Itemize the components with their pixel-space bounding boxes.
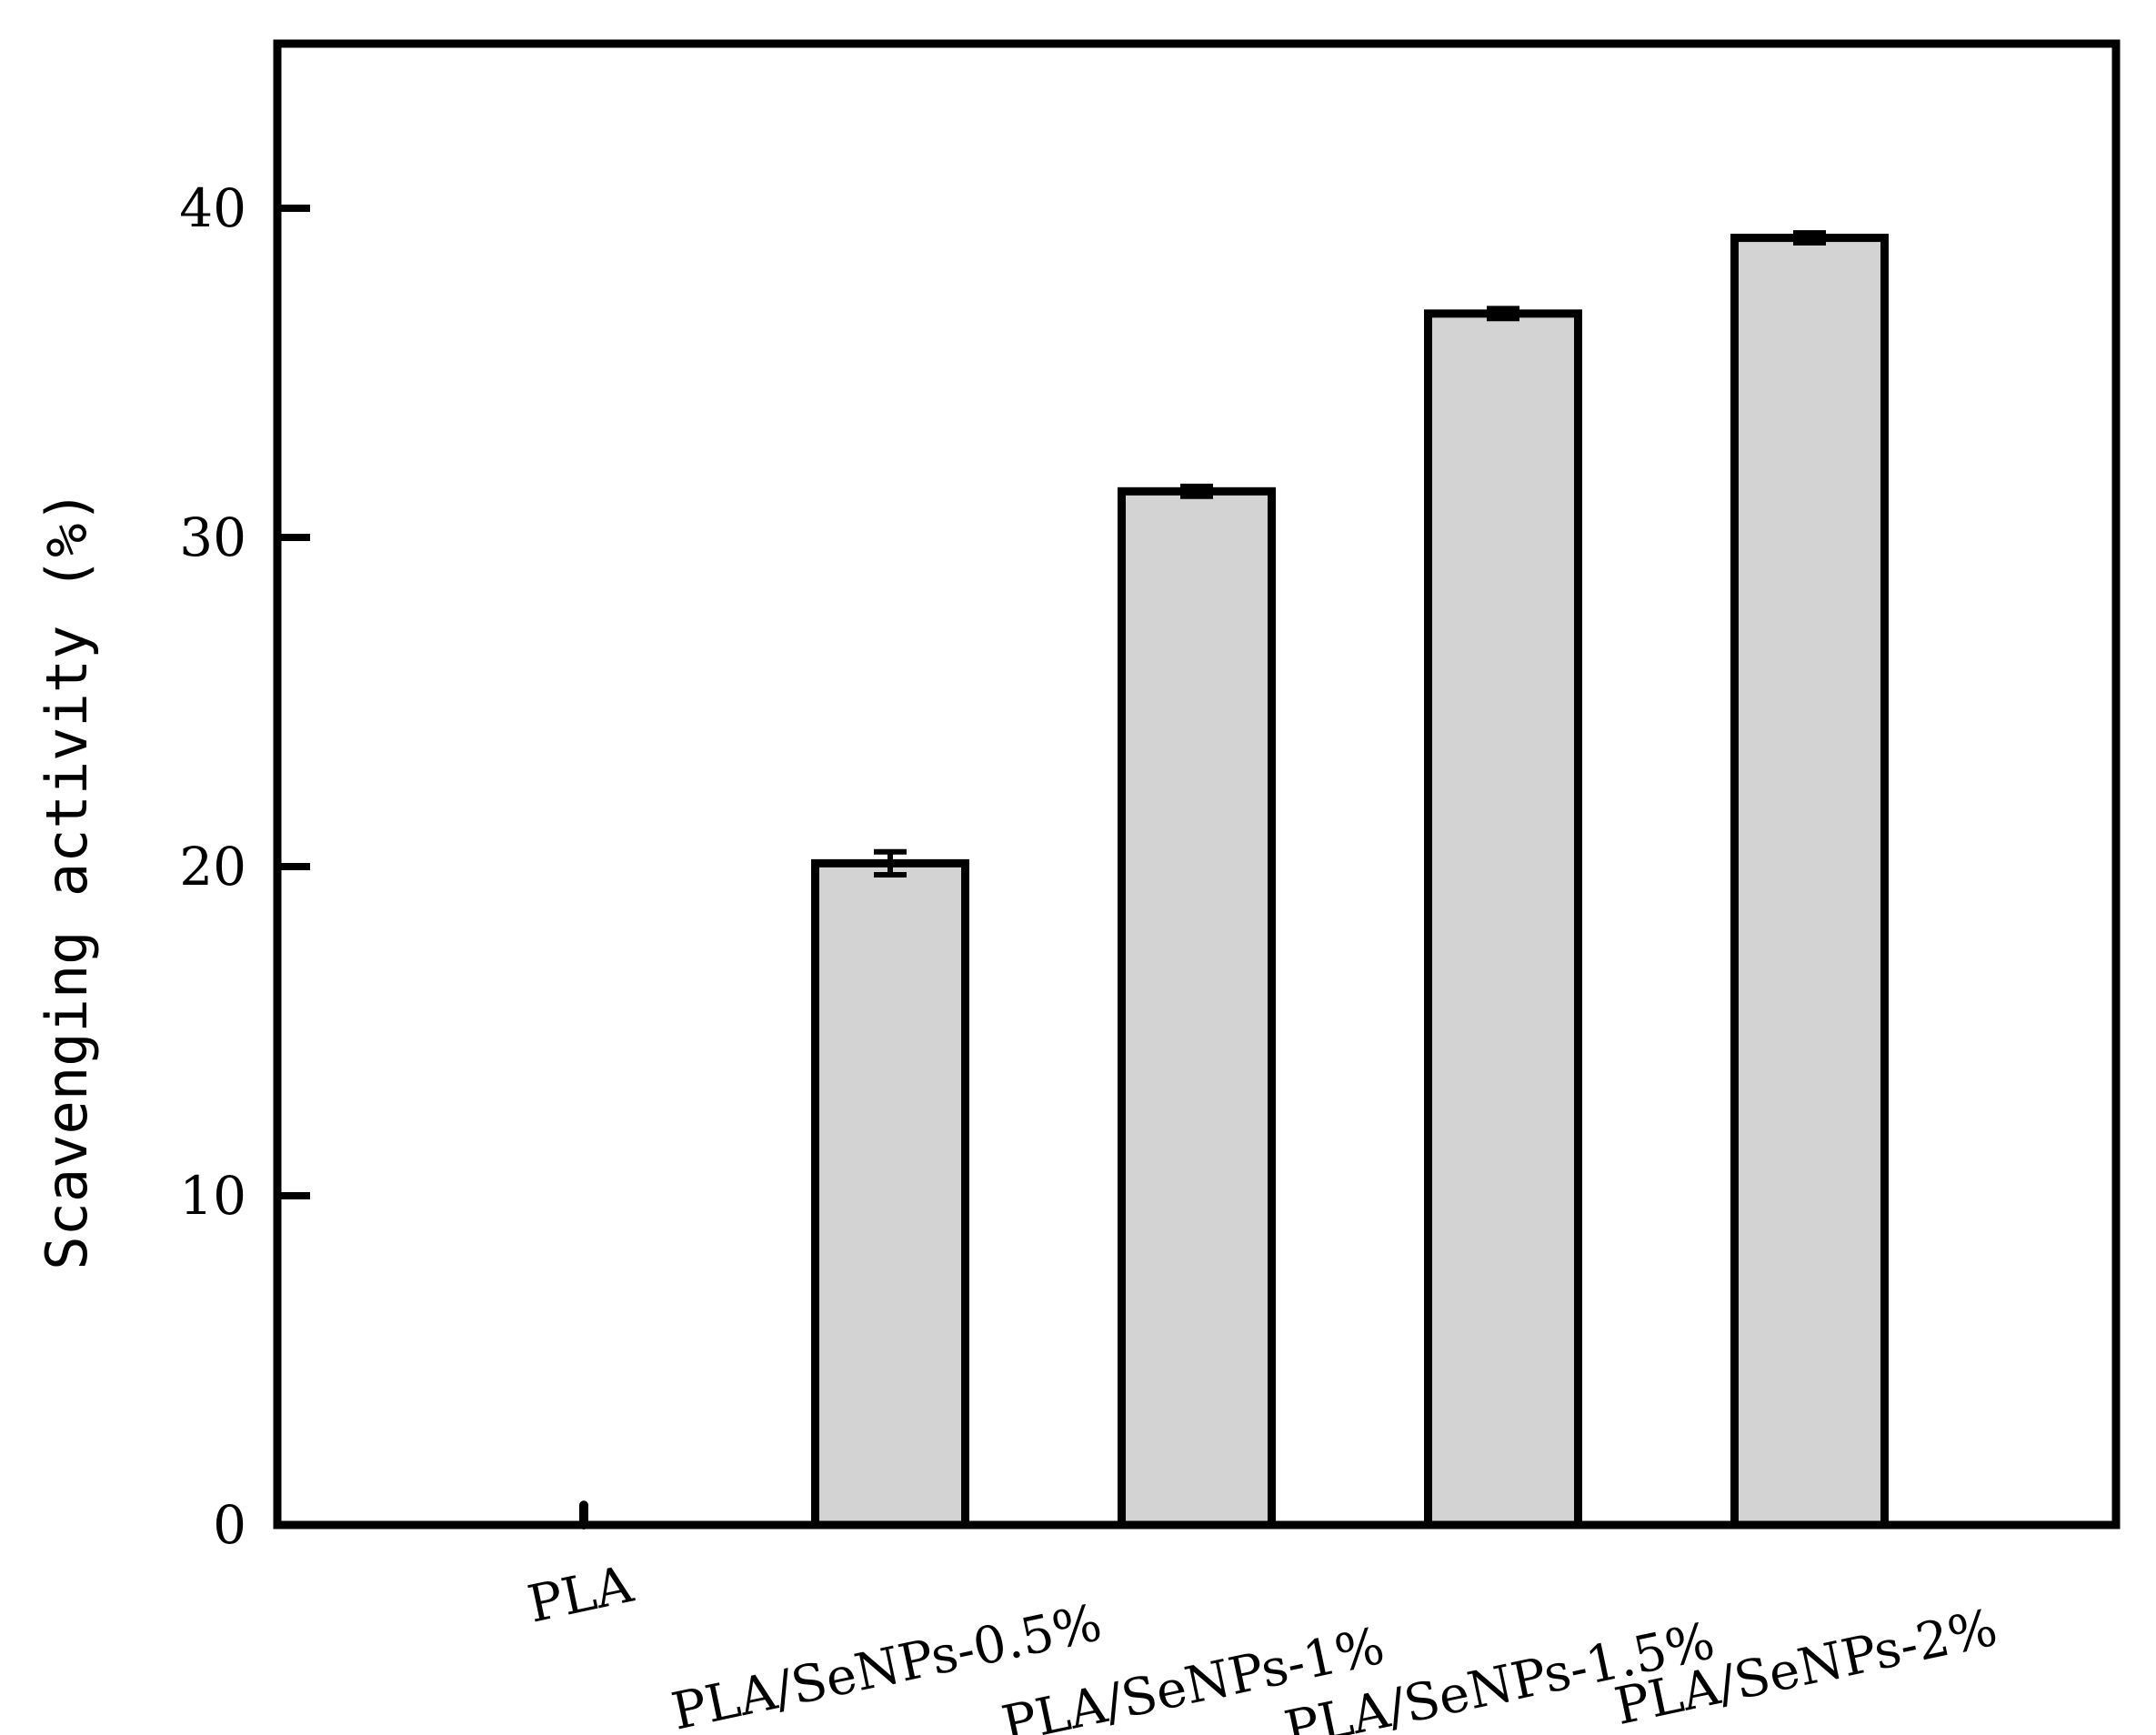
bar <box>1118 486 1276 1529</box>
bar <box>1424 309 1582 1529</box>
y-tick-label: 40 <box>179 177 246 239</box>
bar <box>1730 234 1889 1529</box>
y-tick-label: 0 <box>213 1494 246 1556</box>
y-tick-label: 20 <box>179 836 246 898</box>
bar <box>811 858 969 1529</box>
y-tick-label: 10 <box>179 1165 246 1227</box>
y-axis-title: Scavenging activity (%) <box>34 489 100 1270</box>
y-tick-label: 30 <box>179 506 246 568</box>
plot-frame <box>273 39 2121 1529</box>
x-tick-label: PLA <box>523 1555 638 1635</box>
